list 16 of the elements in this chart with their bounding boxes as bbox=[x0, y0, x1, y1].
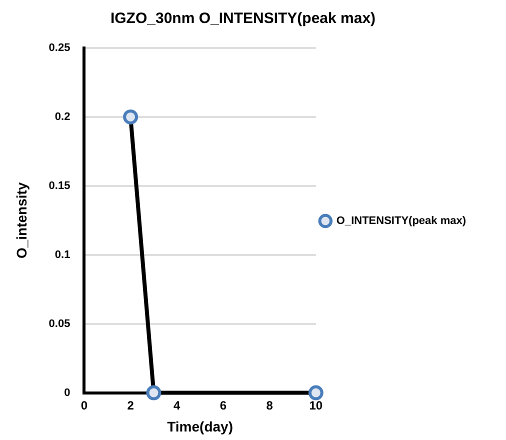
y-tick-label: 0.1 bbox=[54, 248, 70, 261]
x-tick-label: 6 bbox=[220, 398, 227, 412]
y-tick-label: 0.05 bbox=[48, 318, 70, 330]
x-tick-label: 2 bbox=[127, 398, 134, 412]
x-axis-title: Time(day) bbox=[167, 418, 233, 434]
y-tick-label: 0 bbox=[64, 386, 70, 399]
x-tick-label: 0 bbox=[80, 398, 88, 412]
legend-label: O_INTENSITY(peak max) bbox=[336, 215, 466, 228]
y-axis-title: O_intensity bbox=[13, 182, 30, 259]
y-tick-label: 0.25 bbox=[48, 42, 70, 54]
x-tick-label: 8 bbox=[266, 398, 274, 412]
x-tick-label: 4 bbox=[174, 398, 181, 412]
y-tick-label: 0.15 bbox=[48, 180, 70, 192]
y-tick-label: 0.2 bbox=[54, 110, 70, 123]
chart-title: IGZO_30nm O_INTENSITY(peak max) bbox=[110, 10, 376, 28]
x-tick-label: 10 bbox=[309, 398, 323, 412]
